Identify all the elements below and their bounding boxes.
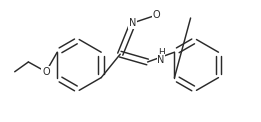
Text: O: O xyxy=(42,67,50,77)
Text: H: H xyxy=(158,48,164,57)
Text: N: N xyxy=(129,18,137,28)
Text: N: N xyxy=(157,55,165,65)
Text: O: O xyxy=(153,10,160,20)
